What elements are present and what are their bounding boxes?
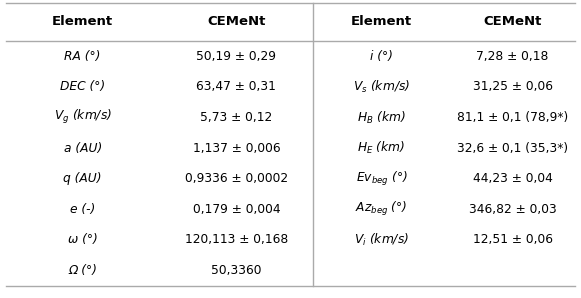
Text: 50,3360: 50,3360 bbox=[211, 264, 261, 277]
Text: 0,9336 ± 0,0002: 0,9336 ± 0,0002 bbox=[185, 172, 288, 185]
Text: e (-): e (-) bbox=[70, 203, 95, 216]
Text: 31,25 ± 0,06: 31,25 ± 0,06 bbox=[472, 80, 553, 93]
Text: DEC (°): DEC (°) bbox=[60, 80, 105, 93]
Text: i (°): i (°) bbox=[370, 50, 393, 63]
Text: Ω (°): Ω (°) bbox=[68, 264, 97, 277]
Text: H$_B$ (km): H$_B$ (km) bbox=[357, 109, 406, 125]
Text: ω (°): ω (°) bbox=[68, 233, 98, 246]
Text: 1,137 ± 0,006: 1,137 ± 0,006 bbox=[192, 142, 280, 155]
Text: 12,51 ± 0,06: 12,51 ± 0,06 bbox=[472, 233, 553, 246]
Text: V$_i$ (km/s): V$_i$ (km/s) bbox=[354, 232, 409, 248]
Text: a (AU): a (AU) bbox=[63, 142, 102, 155]
Text: Az$_{beg}$ (°): Az$_{beg}$ (°) bbox=[356, 200, 408, 218]
Text: 7,28 ± 0,18: 7,28 ± 0,18 bbox=[476, 50, 548, 63]
Text: 81,1 ± 0,1 (78,9*): 81,1 ± 0,1 (78,9*) bbox=[457, 111, 568, 124]
Text: 32,6 ± 0,1 (35,3*): 32,6 ± 0,1 (35,3*) bbox=[457, 142, 568, 155]
Text: 5,73 ± 0,12: 5,73 ± 0,12 bbox=[200, 111, 272, 124]
Text: 0,179 ± 0,004: 0,179 ± 0,004 bbox=[192, 203, 280, 216]
Text: 63,47 ± 0,31: 63,47 ± 0,31 bbox=[196, 80, 277, 93]
Text: H$_E$ (km): H$_E$ (km) bbox=[357, 140, 406, 156]
Text: Ev$_{beg}$ (°): Ev$_{beg}$ (°) bbox=[356, 170, 408, 188]
Text: RA (°): RA (°) bbox=[64, 50, 101, 63]
Text: V$_g$ (km/s): V$_g$ (km/s) bbox=[53, 108, 112, 126]
Text: 120,113 ± 0,168: 120,113 ± 0,168 bbox=[185, 233, 288, 246]
Text: 50,19 ± 0,29: 50,19 ± 0,29 bbox=[196, 50, 277, 63]
Text: 44,23 ± 0,04: 44,23 ± 0,04 bbox=[472, 172, 553, 185]
Text: Element: Element bbox=[52, 15, 113, 29]
Text: V$_s$ (km/s): V$_s$ (km/s) bbox=[353, 79, 410, 95]
Text: CEMeNt: CEMeNt bbox=[207, 15, 266, 29]
Text: 346,82 ± 0,03: 346,82 ± 0,03 bbox=[469, 203, 557, 216]
Text: q (AU): q (AU) bbox=[63, 172, 102, 185]
Text: Element: Element bbox=[351, 15, 412, 29]
Text: CEMeNt: CEMeNt bbox=[483, 15, 541, 29]
